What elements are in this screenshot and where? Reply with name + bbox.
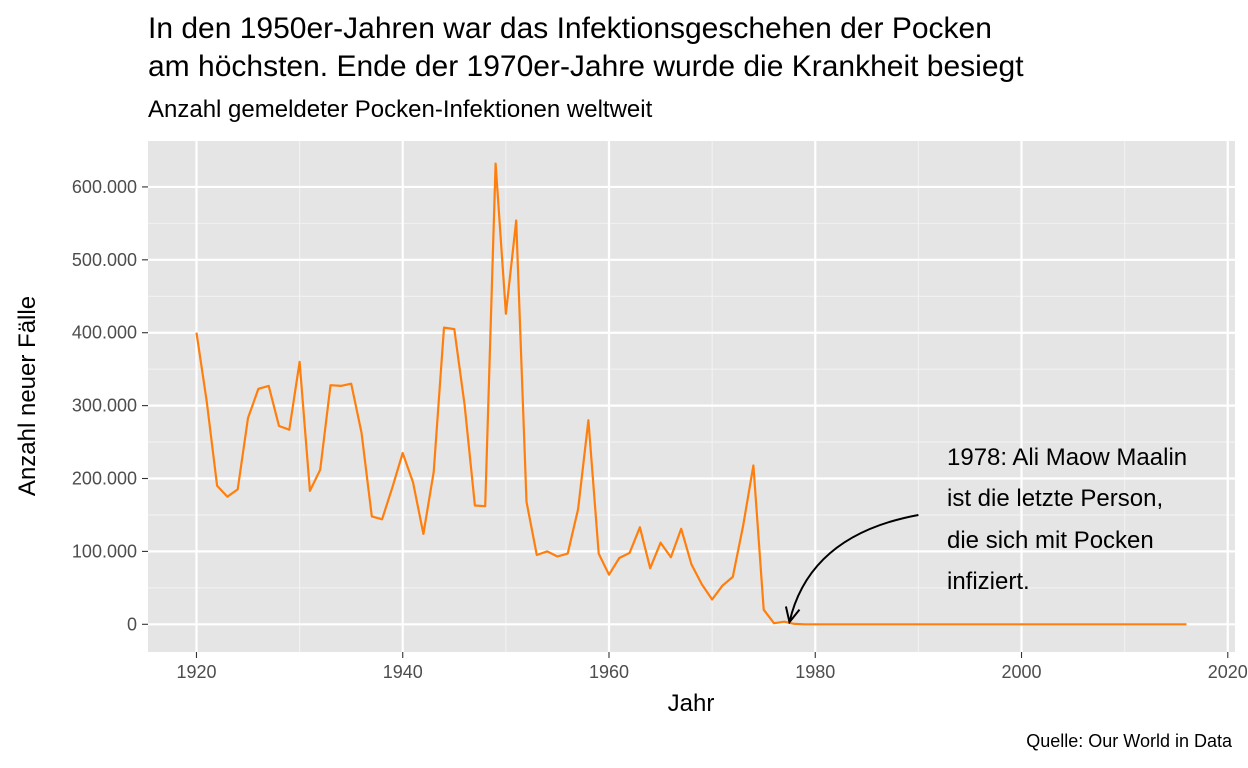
- y-axis: 0 100.000 200.000 300.000 400.000 500.000 600.…: [72, 177, 148, 634]
- y-tick-label-0: 0: [127, 614, 137, 634]
- x-axis: 1920 1940 1960 1980 2000 2020: [176, 652, 1248, 682]
- annotation-line-4: infiziert.: [947, 568, 1030, 595]
- annotation-arrowhead: [784, 606, 801, 625]
- series-line-pocken: [195, 162, 1187, 626]
- annotation-line-2: ist die letzte Person,: [947, 485, 1163, 512]
- x-tick-label-1940: 1940: [383, 662, 423, 682]
- x-axis-title: Jahr: [668, 690, 715, 717]
- annotation-arrow: [788, 513, 919, 623]
- grid-major: [148, 141, 1235, 652]
- x-tick-label-1920: 1920: [176, 662, 216, 682]
- x-tick-label-1960: 1960: [589, 662, 629, 682]
- chart-title-line-2: am höchsten. Ende der 1970er-Jahre wurde…: [148, 50, 1024, 83]
- source-caption: Quelle: Our World in Data: [1026, 731, 1232, 751]
- y-tick-label-600000: 600.000: [72, 177, 137, 197]
- x-tick-label-2000: 2000: [1001, 662, 1041, 682]
- x-tick-label-1980: 1980: [795, 662, 835, 682]
- annotation-line-1: 1978: Ali Maow Maalin: [947, 444, 1187, 471]
- chart-title: In den 1950er-Jahren war das Infektionsg…: [148, 10, 1024, 86]
- y-axis-title: Anzahl neuer Fälle: [14, 296, 41, 496]
- chart-title-line-1: In den 1950er-Jahren war das Infektionsg…: [148, 12, 992, 45]
- annotation-line-3: die sich mit Pocken: [947, 527, 1154, 554]
- y-tick-label-100000: 100.000: [72, 541, 137, 561]
- y-tick-label-500000: 500.000: [72, 250, 137, 270]
- y-tick-label-300000: 300.000: [72, 396, 137, 416]
- chart-subtitle: Anzahl gemeldeter Pocken-Infektionen wel…: [148, 96, 653, 123]
- plot-panel: [148, 141, 1235, 652]
- y-tick-label-200000: 200.000: [72, 469, 137, 489]
- y-tick-label-400000: 400.000: [72, 323, 137, 343]
- grid-minor: [148, 141, 1235, 652]
- x-tick-label-2020: 2020: [1208, 662, 1248, 682]
